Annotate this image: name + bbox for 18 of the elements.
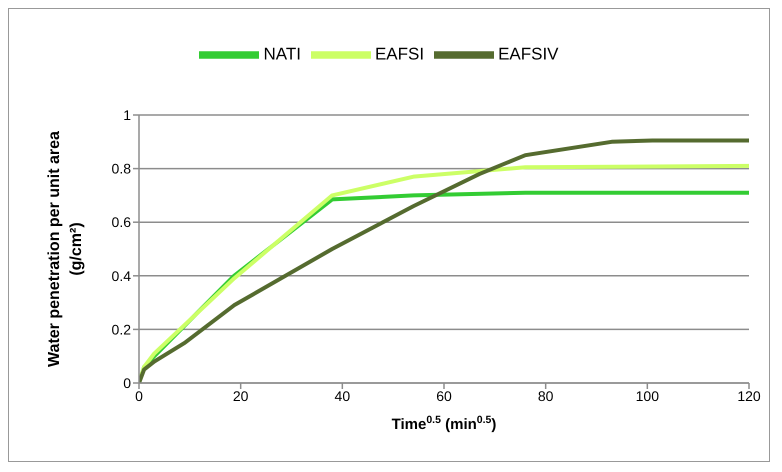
y-axis-title: Water penetration per unit area (g/cm²) — [46, 130, 85, 367]
x-tick-label: 20 — [232, 388, 249, 404]
x-tick-label: 120 — [737, 388, 761, 404]
x-tick-label: 80 — [538, 388, 554, 404]
y-tick-label: 0.6 — [112, 214, 132, 230]
x-tick-label: 60 — [436, 388, 452, 404]
x-tick-label: 0 — [135, 388, 144, 404]
y-tick-label: 0.4 — [112, 268, 132, 284]
y-tick-label: 1 — [123, 106, 132, 123]
legend-label: EAFSI — [374, 44, 424, 64]
legend-label: NATI — [263, 44, 301, 64]
legend-label: EAFSIV — [498, 44, 559, 64]
y-tick-label: 0.8 — [112, 160, 132, 177]
x-tick-label: 100 — [636, 388, 660, 404]
y-tick-label: 0.2 — [112, 321, 132, 338]
x-axis-title: Time$^{0.5}$ (min$^{0.5}$) — [392, 414, 496, 433]
x-tick-label: 40 — [334, 388, 350, 404]
y-tick-label: 0 — [123, 374, 132, 391]
